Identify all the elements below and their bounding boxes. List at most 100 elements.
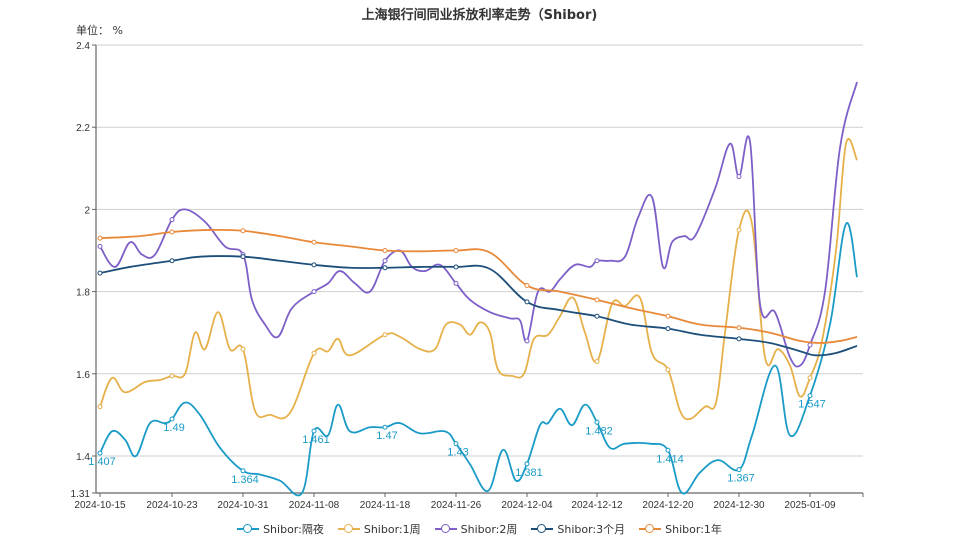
x-tick-label: 2024-10-31	[217, 500, 269, 511]
x-tick-label: 2024-12-20	[642, 500, 694, 511]
data-point[interactable]	[594, 297, 600, 303]
series-line[interactable]	[99, 138, 858, 421]
y-tick-label: 2.4	[76, 41, 90, 52]
series-line[interactable]	[99, 81, 858, 368]
legend-line-circle-icon	[237, 524, 260, 534]
data-point[interactable]	[311, 262, 317, 268]
legend-line-circle-icon	[639, 524, 662, 534]
data-point[interactable]	[453, 280, 459, 286]
data-labels: 1.407 1.49 1.364 1.461 1.47 1.43 1.381 1.482 1.4…	[88, 399, 826, 486]
data-label: 1.49	[163, 422, 184, 434]
y-tick-label: 2	[84, 205, 90, 216]
legend-item-overnight[interactable]: Shibor:隔夜	[237, 521, 324, 537]
data-label: 1.364	[231, 474, 259, 486]
data-point[interactable]	[594, 313, 600, 319]
data-point[interactable]	[240, 346, 246, 352]
data-point[interactable]	[665, 367, 671, 373]
data-point[interactable]	[736, 467, 742, 473]
data-point[interactable]	[736, 227, 742, 233]
data-point[interactable]	[97, 270, 103, 276]
axes: 1.31 1.4 1.6 1.8 2 2.2 2.4 2024-10-15 2024-10-23…	[71, 41, 864, 511]
data-point[interactable]	[665, 326, 671, 332]
data-point[interactable]	[524, 299, 530, 305]
data-point[interactable]	[807, 342, 813, 348]
data-point[interactable]	[311, 289, 317, 295]
data-point[interactable]	[169, 229, 175, 235]
data-point[interactable]	[97, 450, 103, 456]
data-label: 1.407	[88, 456, 116, 468]
data-point[interactable]	[807, 393, 813, 399]
legend-item-1week[interactable]: Shibor:1周	[337, 521, 421, 537]
x-tick-label: 2024-11-18	[360, 500, 411, 511]
data-point[interactable]	[736, 174, 742, 180]
legend-label: Shibor:隔夜	[263, 523, 324, 536]
data-point[interactable]	[169, 258, 175, 264]
x-tick-label: 2024-12-30	[713, 500, 765, 511]
data-point[interactable]	[382, 424, 388, 430]
series-line[interactable]	[99, 255, 858, 357]
data-point[interactable]	[524, 338, 530, 344]
data-label: 1.482	[585, 425, 613, 437]
data-point[interactable]	[453, 264, 459, 270]
legend-label: Shibor:1年	[665, 523, 722, 536]
legend-item-1year[interactable]: Shibor:1年	[639, 521, 722, 537]
x-tick-label: 2024-11-08	[289, 500, 340, 511]
y-tick-label: 2.2	[76, 123, 90, 134]
x-tick-label: 2024-11-26	[431, 500, 482, 511]
y-tick-label: 1.4	[76, 452, 90, 463]
legend-item-2week[interactable]: Shibor:2周	[434, 521, 517, 537]
data-point[interactable]	[169, 217, 175, 223]
series-lines	[97, 81, 858, 497]
data-point[interactable]	[240, 228, 246, 234]
data-point[interactable]	[524, 282, 530, 288]
data-point[interactable]	[594, 358, 600, 364]
data-label: 1.367	[727, 473, 755, 485]
y-tick-label: 1.8	[76, 288, 90, 299]
data-point[interactable]	[736, 336, 742, 342]
data-point[interactable]	[382, 265, 388, 271]
x-tick-label: 2024-10-23	[146, 500, 198, 511]
x-tick-label: 2025-01-09	[784, 500, 836, 511]
data-point[interactable]	[665, 447, 671, 453]
data-point[interactable]	[665, 313, 671, 319]
data-point[interactable]	[382, 258, 388, 264]
data-point[interactable]	[311, 428, 317, 434]
data-label: 1.47	[376, 430, 397, 442]
data-point[interactable]	[97, 404, 103, 410]
legend-label: Shibor:3个月	[557, 523, 626, 536]
y-tick-label: 1.6	[76, 370, 90, 381]
data-point[interactable]	[169, 416, 175, 422]
data-point[interactable]	[382, 248, 388, 254]
legend-line-circle-icon	[434, 524, 457, 534]
data-label: 1.381	[515, 467, 543, 479]
data-point[interactable]	[240, 254, 246, 260]
data-point[interactable]	[311, 350, 317, 356]
data-label: 1.547	[798, 399, 826, 411]
data-point[interactable]	[311, 239, 317, 245]
data-point[interactable]	[169, 373, 175, 379]
data-label: 1.461	[302, 434, 330, 446]
data-point[interactable]	[97, 235, 103, 241]
data-point[interactable]	[97, 243, 103, 249]
y-tick-label: 1.31	[71, 489, 91, 500]
series-line[interactable]	[99, 222, 858, 497]
data-point[interactable]	[240, 468, 246, 474]
data-point[interactable]	[524, 461, 530, 467]
data-label: 1.414	[656, 453, 684, 465]
unit-label: 单位： %	[76, 24, 123, 37]
legend-item-3month[interactable]: Shibor:3个月	[531, 521, 625, 537]
data-label: 1.43	[447, 447, 468, 459]
x-tick-label: 2024-12-04	[501, 500, 553, 511]
legend-line-circle-icon	[337, 524, 360, 534]
data-point[interactable]	[453, 248, 459, 254]
x-tick-label: 2024-12-12	[571, 500, 623, 511]
series-line[interactable]	[99, 228, 858, 344]
data-point[interactable]	[594, 419, 600, 425]
x-tick-label: 2024-10-15	[74, 500, 126, 511]
legend-label: Shibor:1周	[363, 523, 421, 536]
data-point[interactable]	[807, 375, 813, 381]
data-point[interactable]	[736, 325, 742, 331]
data-point[interactable]	[453, 441, 459, 447]
data-point[interactable]	[594, 258, 600, 264]
data-point[interactable]	[382, 332, 388, 338]
